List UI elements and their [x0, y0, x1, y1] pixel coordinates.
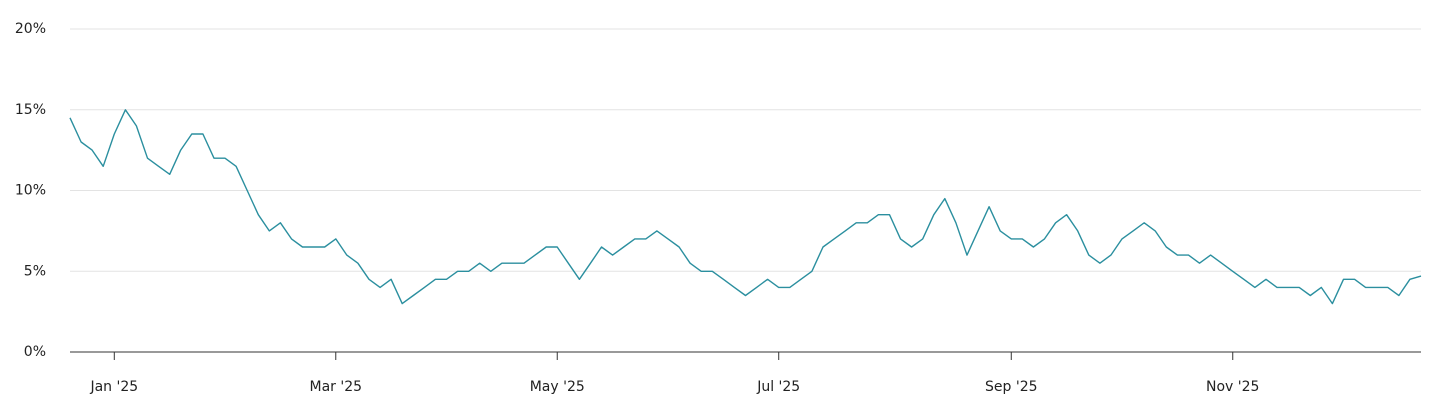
- y-tick-label: 20%: [15, 21, 46, 37]
- x-tick-label: Mar '25: [310, 379, 363, 395]
- y-tick-label: 10%: [15, 183, 46, 199]
- y-tick-label: 0%: [24, 344, 46, 360]
- x-tick-label: Nov '25: [1206, 379, 1259, 395]
- y-tick-label: 5%: [24, 263, 46, 279]
- y-tick-label: 15%: [15, 102, 46, 118]
- x-tick-label: Sep '25: [985, 379, 1038, 395]
- x-tick-label: May '25: [530, 379, 585, 395]
- x-tick-label: Jul '25: [756, 379, 800, 395]
- line: [69, 109, 1422, 305]
- x-tick-label: Jan '25: [89, 379, 138, 395]
